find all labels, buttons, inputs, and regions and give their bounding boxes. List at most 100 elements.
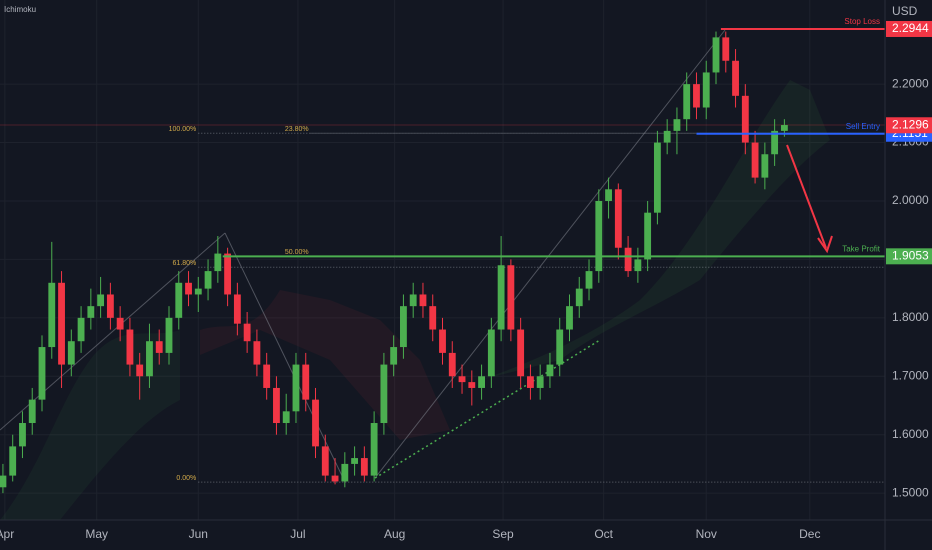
candle-body bbox=[390, 347, 398, 365]
candle-body bbox=[243, 323, 251, 342]
candle-body bbox=[663, 130, 671, 143]
level-name: Sell Entry bbox=[846, 122, 880, 131]
candle-body bbox=[673, 119, 681, 131]
cloud bbox=[200, 290, 450, 440]
candle-body bbox=[771, 130, 779, 155]
candle-body bbox=[712, 37, 720, 73]
fib-label: 0.00% bbox=[176, 475, 196, 482]
candle-body bbox=[702, 72, 710, 108]
candle-body bbox=[214, 253, 222, 272]
candle-body bbox=[409, 294, 417, 307]
candle-body bbox=[536, 376, 544, 388]
y-tick-label: 1.8000 bbox=[892, 310, 929, 324]
candle-body bbox=[341, 463, 349, 482]
cloud bbox=[480, 80, 830, 380]
candle-body bbox=[38, 347, 46, 400]
candle-body bbox=[644, 212, 652, 260]
candle-body bbox=[419, 294, 427, 307]
candle-body bbox=[185, 282, 192, 295]
currency-label: USD bbox=[892, 4, 918, 18]
candle-body bbox=[624, 247, 632, 272]
trend-line bbox=[374, 29, 726, 479]
candle-body bbox=[751, 142, 759, 178]
x-tick-label: Jul bbox=[290, 527, 305, 541]
fib-label: 23.80% bbox=[285, 126, 309, 133]
candle-body bbox=[497, 265, 505, 330]
candle-body bbox=[19, 423, 26, 447]
candle-body bbox=[575, 288, 583, 307]
candle-body bbox=[97, 294, 105, 307]
marks: 100.00% 23.80% 50.00% 61.80% 0.00% Stop Loss S… bbox=[0, 17, 885, 494]
candle-body bbox=[28, 399, 36, 424]
arrow-head bbox=[817, 235, 833, 254]
candle-body bbox=[194, 288, 202, 295]
candle-body bbox=[77, 317, 85, 342]
candle-body bbox=[67, 341, 75, 365]
last-price-label: 2.1296 bbox=[892, 117, 929, 131]
x-tick-label: Oct bbox=[594, 527, 613, 541]
candle-body bbox=[487, 329, 495, 377]
candle-body bbox=[351, 458, 359, 464]
candle-body bbox=[136, 364, 144, 377]
candle-body bbox=[360, 458, 368, 476]
fib-label: 50.00% bbox=[285, 249, 309, 256]
candle-body bbox=[58, 282, 65, 365]
x-tick-label: Aug bbox=[384, 527, 405, 541]
candle-body bbox=[507, 265, 515, 330]
candle-body bbox=[741, 95, 749, 143]
candle-body bbox=[761, 154, 769, 178]
trend-line bbox=[0, 232, 226, 431]
candle-body bbox=[605, 189, 612, 201]
price-box bbox=[886, 248, 932, 265]
candle-body bbox=[566, 306, 573, 330]
candle-body bbox=[282, 411, 290, 424]
candle-body bbox=[48, 282, 56, 348]
candle-body bbox=[292, 364, 300, 412]
candle-body bbox=[126, 329, 134, 365]
candle-body bbox=[302, 364, 310, 400]
candle-body bbox=[233, 294, 241, 324]
price-box-label: 1.9053 bbox=[892, 248, 929, 262]
candle-body bbox=[312, 399, 319, 447]
candle-body bbox=[478, 376, 485, 388]
level-name: Take Profit bbox=[842, 244, 881, 253]
candle-body bbox=[321, 446, 329, 476]
candle-body bbox=[429, 306, 437, 330]
candle-body bbox=[380, 364, 388, 424]
candle-body bbox=[165, 317, 173, 353]
y-tick-label: 2.0000 bbox=[892, 193, 929, 207]
candle-body bbox=[634, 259, 642, 272]
candle-body bbox=[722, 37, 730, 61]
candle-body bbox=[204, 271, 212, 289]
candle-body bbox=[400, 306, 407, 348]
candle-body bbox=[439, 329, 446, 353]
indicator-label: Ichimoku bbox=[4, 5, 36, 14]
trend-line bbox=[374, 339, 601, 479]
axis: 1.50001.60001.70001.80001.90002.00002.10… bbox=[0, 20, 932, 541]
candle-body bbox=[556, 329, 564, 365]
price-box-label: 2.2944 bbox=[892, 21, 929, 35]
candle-body bbox=[595, 200, 603, 272]
candle-body bbox=[732, 60, 739, 96]
candle-body bbox=[116, 317, 124, 330]
y-tick-label: 2.2000 bbox=[892, 76, 929, 90]
y-tick-label: 1.5000 bbox=[892, 485, 929, 499]
candle-body bbox=[614, 189, 622, 248]
x-tick-label: May bbox=[85, 527, 108, 541]
candle-body bbox=[683, 84, 691, 120]
candle-body bbox=[331, 475, 339, 482]
x-tick-label: Jun bbox=[189, 527, 208, 541]
last-price-box bbox=[886, 117, 932, 134]
fib-label: 100.00% bbox=[169, 126, 197, 133]
candle-body bbox=[448, 352, 456, 377]
candle-body bbox=[175, 282, 183, 318]
candle-body bbox=[146, 341, 153, 377]
y-tick-label: 1.6000 bbox=[892, 427, 929, 441]
candle-body bbox=[585, 271, 593, 289]
candle-body bbox=[106, 294, 114, 318]
candle-body bbox=[370, 423, 378, 476]
price-box bbox=[886, 20, 932, 37]
candle-body bbox=[87, 306, 95, 318]
